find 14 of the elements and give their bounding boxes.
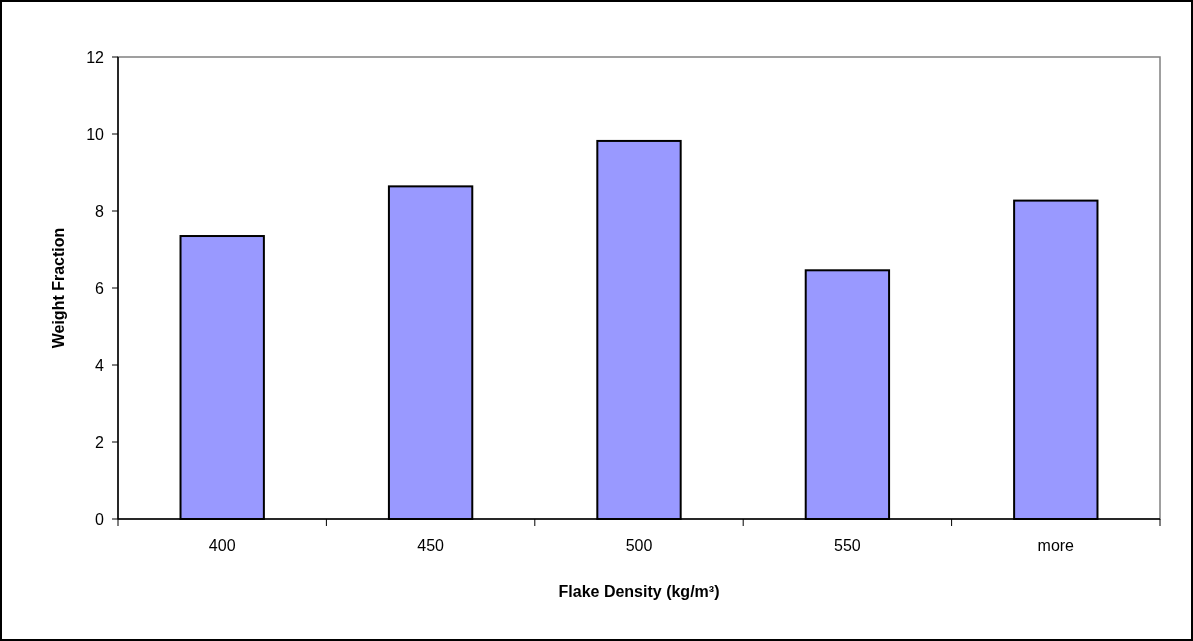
x-axis-title: Flake Density (kg/m³) (558, 583, 720, 600)
y-axis-title: Weight Fraction (50, 227, 67, 349)
y-tick-label: 12 (86, 48, 105, 66)
y-tick-label: 10 (86, 125, 105, 143)
x-tick-label: 400 (208, 537, 236, 554)
x-tick-label: more (1037, 537, 1075, 554)
x-tick-label: 450 (417, 537, 445, 554)
x-tick-label: 550 (834, 537, 861, 554)
y-tick-label: 8 (95, 202, 105, 220)
x-tick-label: 500 (625, 537, 653, 554)
y-tick-label: 0 (95, 510, 105, 528)
y-tick-label: 4 (95, 356, 105, 374)
y-tick-label: 6 (95, 279, 105, 297)
y-tick-label: 2 (95, 433, 105, 451)
